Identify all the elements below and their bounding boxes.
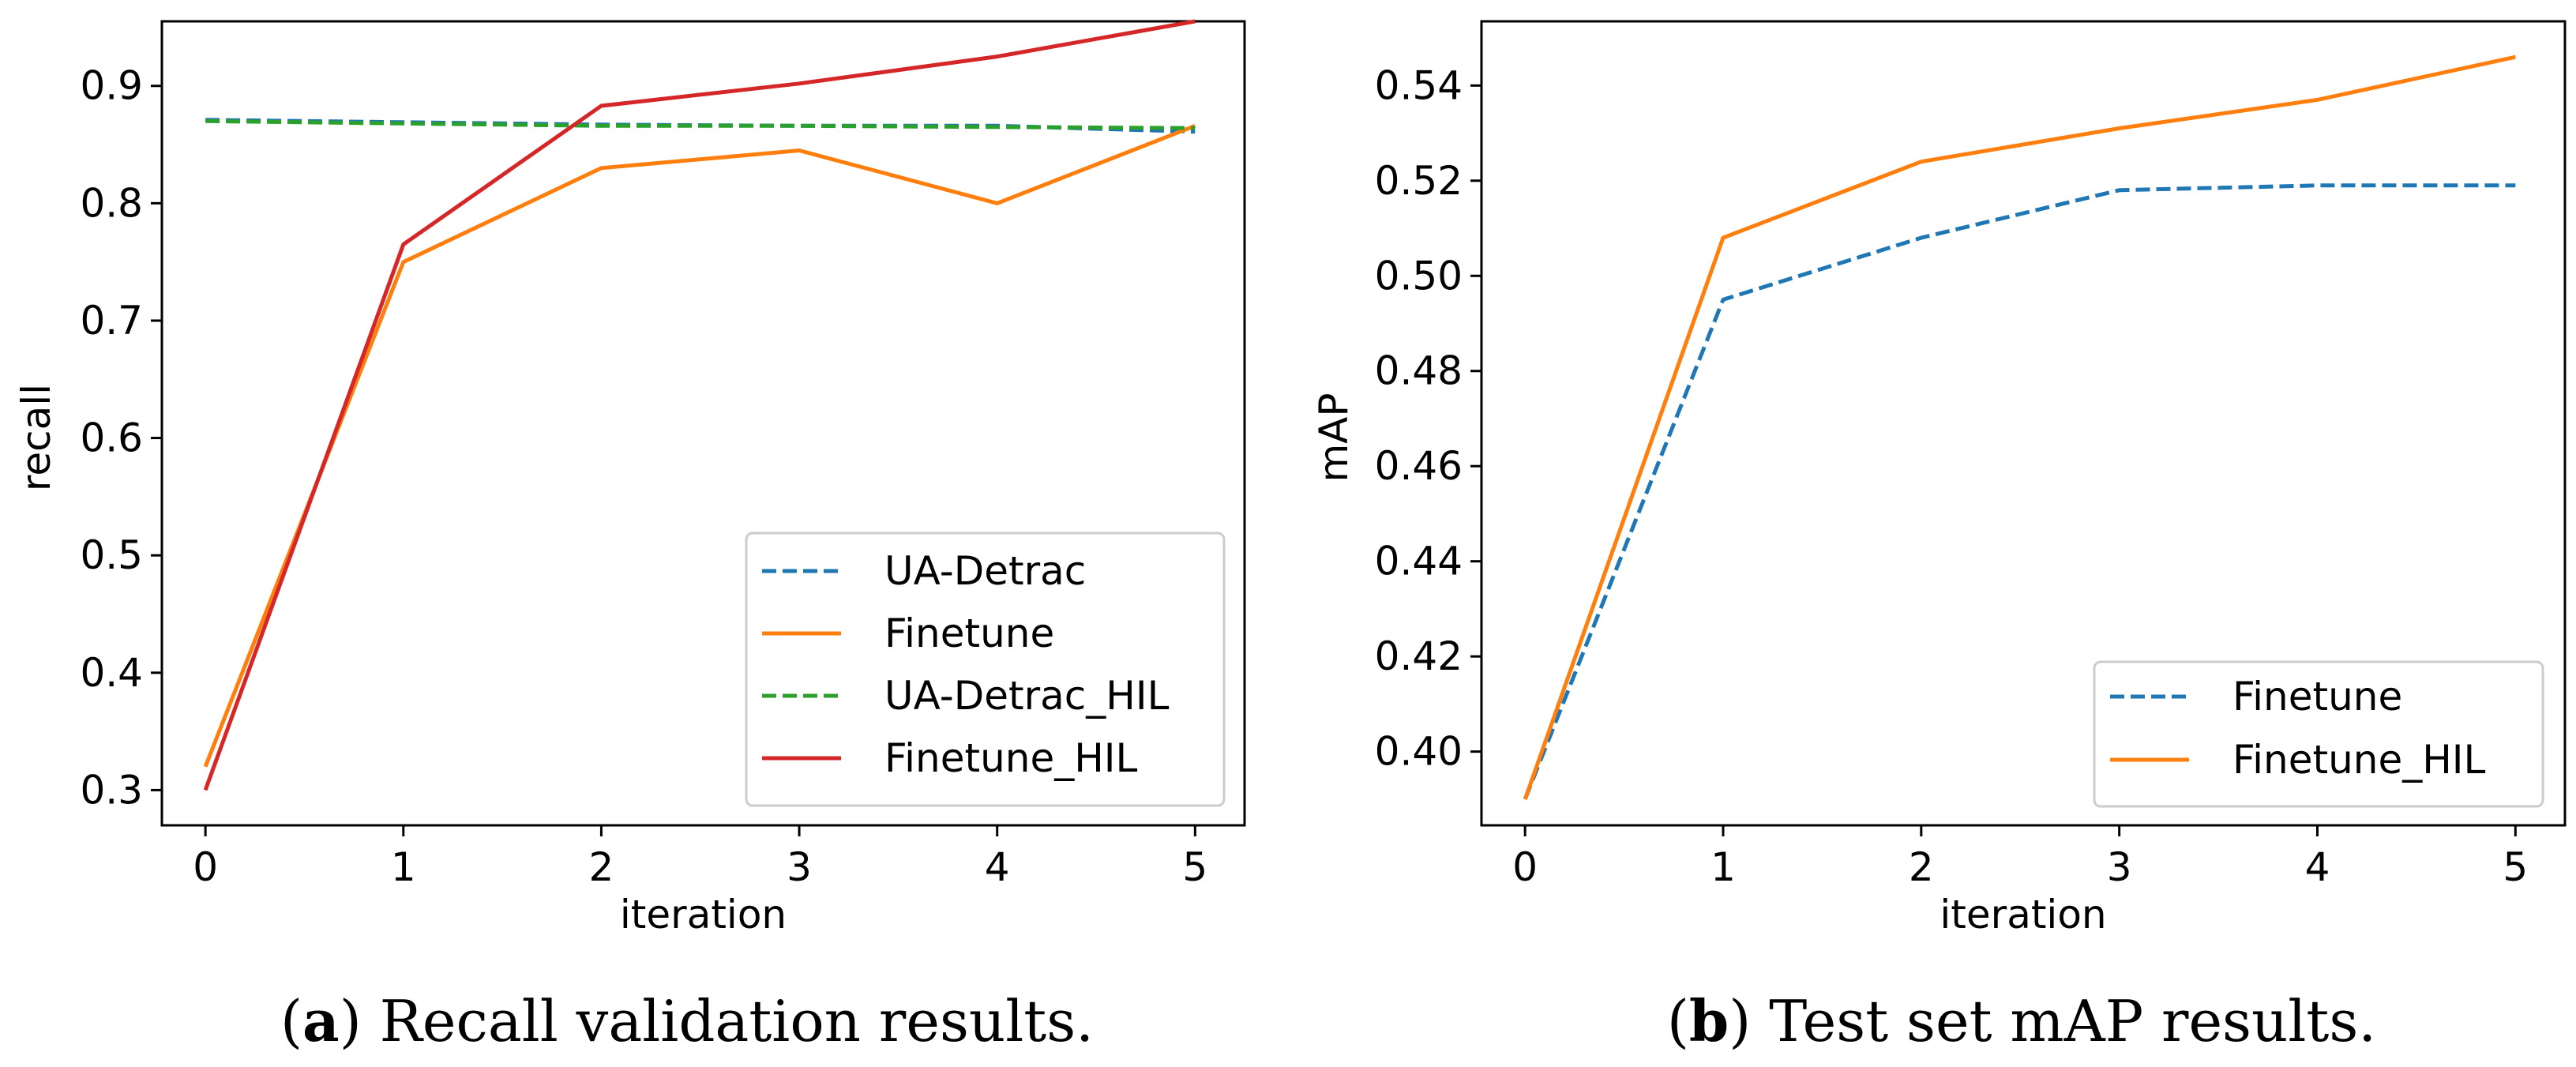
x-axis-label-map: iteration — [1940, 892, 2106, 937]
y-tick-label: 0.52 — [1375, 158, 1463, 204]
y-axis-label-recall: recall — [13, 384, 59, 491]
y-tick-label: 0.4 — [80, 650, 143, 696]
series-lines-recall — [203, 19, 1196, 791]
y-axis-label-map: mAP — [1311, 393, 1357, 482]
x-tick-label: 5 — [1182, 844, 1207, 890]
legend-box — [745, 532, 1226, 807]
x-axis-recall: 0 1 2 3 4 5 — [193, 825, 1207, 890]
y-tick-label: 0.48 — [1375, 348, 1463, 394]
series-line-finetune-hil — [203, 19, 1196, 791]
x-tick-label: 2 — [1909, 844, 1934, 890]
x-tick-label: 5 — [2503, 844, 2528, 890]
x-tick-label: 1 — [391, 844, 416, 890]
caption-text-b: Test set mAP results. — [1751, 988, 2376, 1054]
x-axis-label-recall: iteration — [620, 892, 787, 937]
legend-map: Finetune Finetune_HIL — [2093, 660, 2544, 808]
x-tick-label: 2 — [589, 844, 614, 890]
series-line-finetune-hil — [1523, 54, 2516, 800]
legend-label: Finetune_HIL — [884, 735, 1138, 781]
y-tick-label: 0.5 — [80, 532, 143, 578]
series-line-finetune — [203, 123, 1196, 768]
x-tick-label: 4 — [985, 844, 1010, 890]
y-tick-label: 0.8 — [80, 180, 143, 226]
panel-recall: 0.3 0.4 0.5 0.6 0.7 0.8 0.9 0 1 2 3 4 5 iteration r… — [13, 19, 1246, 1054]
y-axis-recall: 0.3 0.4 0.5 0.6 0.7 0.8 0.9 — [80, 63, 162, 813]
caption-recall: (a) Recall validation results. — [280, 987, 1094, 1054]
legend-label: Finetune_HIL — [2232, 737, 2486, 783]
caption-letter-a: a — [302, 987, 340, 1054]
y-tick-label: 0.40 — [1375, 729, 1463, 775]
caption-map: (b) Test set mAP results. — [1667, 987, 2376, 1054]
caption-text-a: Recall validation results. — [362, 988, 1094, 1054]
legend-box — [2093, 660, 2544, 808]
legend-label: Finetune — [884, 611, 1054, 656]
x-tick-label: 0 — [1512, 844, 1538, 890]
y-tick-label: 0.3 — [80, 767, 143, 813]
x-tick-label: 3 — [787, 844, 812, 890]
y-tick-label: 0.46 — [1375, 443, 1463, 489]
caption-letter-b: b — [1689, 987, 1729, 1054]
y-tick-label: 0.44 — [1375, 539, 1463, 584]
legend-recall: UA-Detrac Finetune UA-Detrac_HIL Finetune_H… — [745, 532, 1226, 807]
series-lines-map — [1523, 54, 2516, 800]
y-tick-label: 0.9 — [80, 63, 143, 109]
x-tick-label: 1 — [1710, 844, 1736, 890]
x-tick-label: 3 — [2107, 844, 2132, 890]
legend-label: Finetune — [2232, 674, 2402, 719]
y-tick-label: 0.42 — [1375, 633, 1463, 679]
x-tick-label: 4 — [2305, 844, 2330, 890]
y-axis-map: 0.40 0.42 0.44 0.46 0.48 0.50 0.52 0.54 — [1375, 62, 1481, 775]
series-line-ua-detrac-hil — [205, 118, 1196, 130]
y-tick-label: 0.6 — [80, 415, 143, 461]
plot-frame-recall — [160, 20, 1246, 827]
y-tick-label: 0.7 — [80, 298, 143, 344]
y-tick-label: 0.54 — [1375, 62, 1463, 108]
x-tick-label: 0 — [193, 844, 218, 890]
plot-frame-map — [1480, 20, 2567, 827]
x-axis-map: 0 1 2 3 4 5 — [1512, 825, 2528, 890]
legend-label: UA-Detrac — [884, 548, 1086, 594]
y-tick-label: 0.50 — [1375, 253, 1463, 299]
series-line-finetune — [1523, 183, 2516, 800]
legend-label: UA-Detrac_HIL — [884, 673, 1170, 719]
